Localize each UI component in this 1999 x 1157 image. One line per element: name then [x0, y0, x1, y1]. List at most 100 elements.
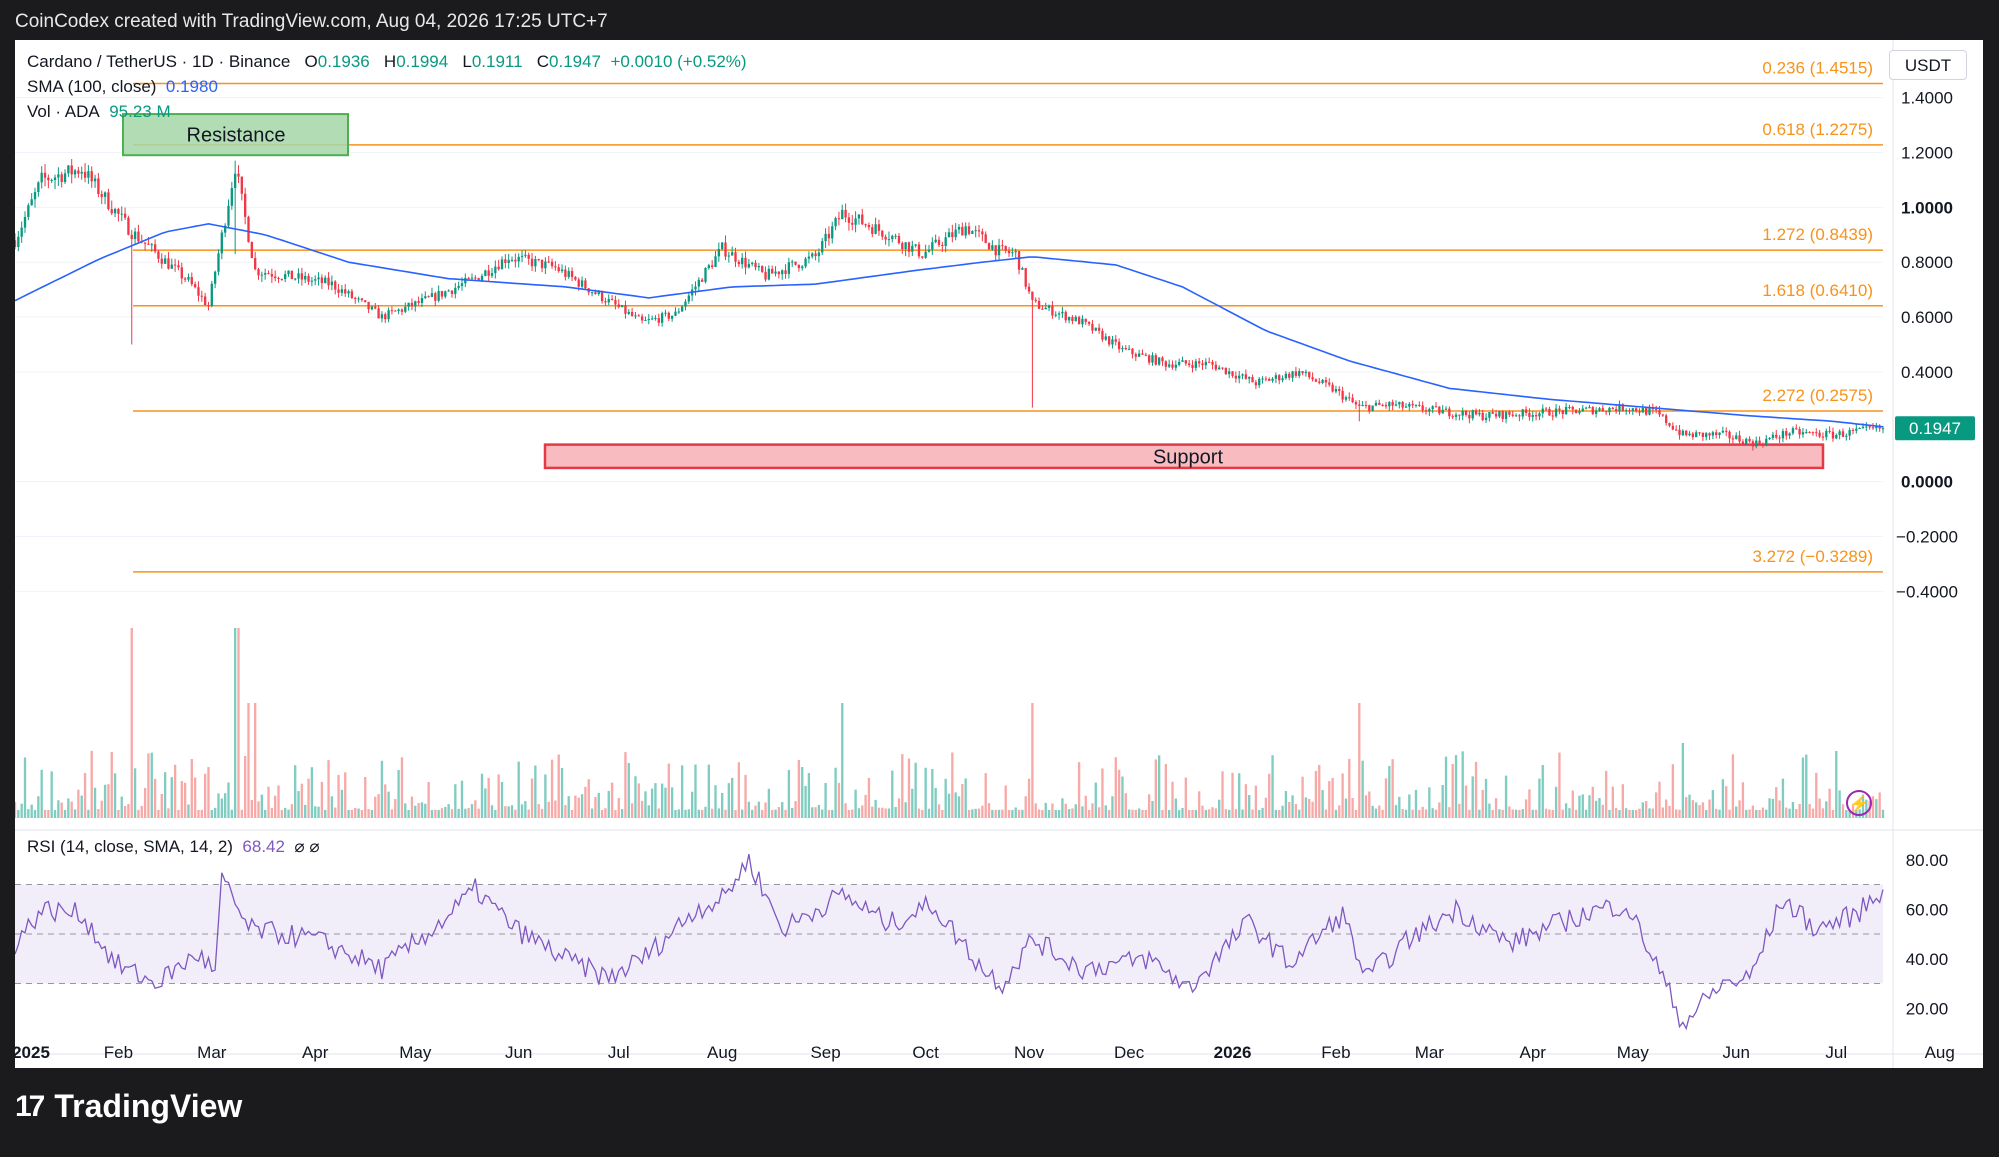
- candle-body: [657, 318, 660, 323]
- volume-bar: [1758, 809, 1761, 818]
- volume-bar: [734, 809, 737, 818]
- candle-body: [1191, 364, 1194, 368]
- volume-bar: [1218, 799, 1221, 818]
- candle-body: [891, 235, 894, 240]
- candle-body: [1681, 430, 1685, 436]
- candle-body: [1661, 414, 1665, 416]
- candle-body: [1568, 406, 1571, 408]
- volume-bar: [1057, 809, 1061, 818]
- volume-bar: [1471, 776, 1474, 818]
- volume-bar: [1131, 809, 1134, 818]
- volume-bar: [1238, 773, 1241, 818]
- candle-body: [73, 170, 77, 175]
- volume-bar: [1278, 809, 1281, 818]
- candle-body: [1685, 430, 1688, 436]
- candle-body: [1624, 410, 1628, 412]
- volume-bar: [1534, 809, 1538, 818]
- volume-bar: [827, 809, 831, 818]
- volume-bar: [314, 806, 317, 818]
- time-axis-tick-label: 2025: [15, 1043, 50, 1062]
- high-label: H: [383, 52, 397, 71]
- volume-bar: [787, 769, 791, 818]
- candle-body: [287, 270, 290, 275]
- volume-bar: [1358, 703, 1361, 818]
- volume-bar: [821, 809, 824, 818]
- volume-bar: [614, 809, 617, 818]
- volume-bar: [1735, 806, 1738, 818]
- volume-bar: [500, 782, 504, 818]
- candle-body: [744, 257, 747, 268]
- candle-body: [1311, 377, 1314, 380]
- volume-bar: [1017, 809, 1021, 818]
- currency-button[interactable]: USDT: [1889, 50, 1967, 80]
- volume-bar: [304, 804, 307, 818]
- candle-body: [1461, 411, 1464, 416]
- candle-body: [700, 279, 704, 282]
- candle-body: [1544, 408, 1548, 410]
- volume-bar: [1838, 790, 1841, 818]
- candle-body: [510, 259, 514, 261]
- volume-bar: [1831, 809, 1835, 818]
- volume-bar: [347, 809, 350, 818]
- candle-body: [390, 310, 394, 312]
- candle-body: [397, 309, 400, 312]
- candle-body: [614, 299, 617, 305]
- candle-body: [1031, 291, 1034, 300]
- candle-body: [1855, 428, 1858, 431]
- candle-body: [317, 277, 320, 280]
- volume-bar: [1675, 809, 1678, 818]
- volume-bar: [680, 765, 684, 818]
- candle-body: [324, 277, 327, 284]
- volume-bar: [1614, 808, 1618, 818]
- candle-body: [200, 295, 203, 297]
- candle-body: [434, 293, 437, 301]
- volume-bar: [951, 752, 954, 818]
- candle-body: [550, 261, 554, 267]
- candle-body: [1868, 426, 1871, 428]
- volume-bar: [1434, 809, 1438, 818]
- time-axis-tick-label: Jun: [505, 1043, 532, 1062]
- candle-body: [1715, 432, 1718, 436]
- candle-body: [1771, 434, 1775, 438]
- volume-bar: [407, 809, 410, 818]
- volume-bar: [1821, 808, 1825, 818]
- candle-body: [741, 257, 744, 265]
- candle-body: [364, 300, 367, 302]
- volume-bar: [1541, 765, 1544, 818]
- candle-body: [1131, 348, 1134, 355]
- volume-bar: [480, 773, 484, 818]
- tradingview-brand[interactable]: 17 TradingView: [15, 1088, 242, 1125]
- price-chart[interactable]: 0.236 (1.4515) 0.618 (1.2275) 1.272 (0.843…: [15, 40, 1983, 1068]
- volume-bar: [781, 802, 784, 818]
- fib-level-label: 0.618 (1.2275): [1762, 120, 1873, 139]
- volume-bar: [1244, 784, 1248, 818]
- candle-body: [1351, 397, 1354, 403]
- candle-body: [1701, 432, 1705, 437]
- volume-bar: [1441, 785, 1444, 818]
- candle-body: [330, 281, 334, 286]
- volume-bar: [1091, 803, 1094, 818]
- candle-body: [1281, 378, 1284, 381]
- candle-body: [474, 277, 477, 279]
- volume-bar: [584, 786, 587, 818]
- candle-body: [917, 244, 921, 257]
- volume-bar: [1771, 798, 1775, 818]
- volume-bar: [180, 781, 183, 818]
- candle-body: [934, 239, 937, 243]
- volume-bar: [300, 783, 304, 818]
- candle-body: [407, 302, 410, 307]
- candle-body: [784, 270, 787, 274]
- rsi-visibility-icons[interactable]: ⌀ ⌀: [294, 837, 320, 856]
- volume-bar: [1074, 804, 1077, 818]
- candle-body: [1121, 347, 1124, 350]
- candle-body: [1071, 317, 1074, 322]
- volume-bar: [524, 801, 527, 818]
- volume-bar: [977, 808, 981, 818]
- close-value: 0.1947: [549, 52, 602, 71]
- volume-bar: [741, 809, 744, 818]
- candle-body: [70, 165, 73, 175]
- lightning-icon[interactable]: ⚡: [1846, 790, 1872, 816]
- volume-bar: [133, 768, 137, 818]
- volume-bar: [1107, 809, 1111, 818]
- volume-bar: [1568, 808, 1571, 818]
